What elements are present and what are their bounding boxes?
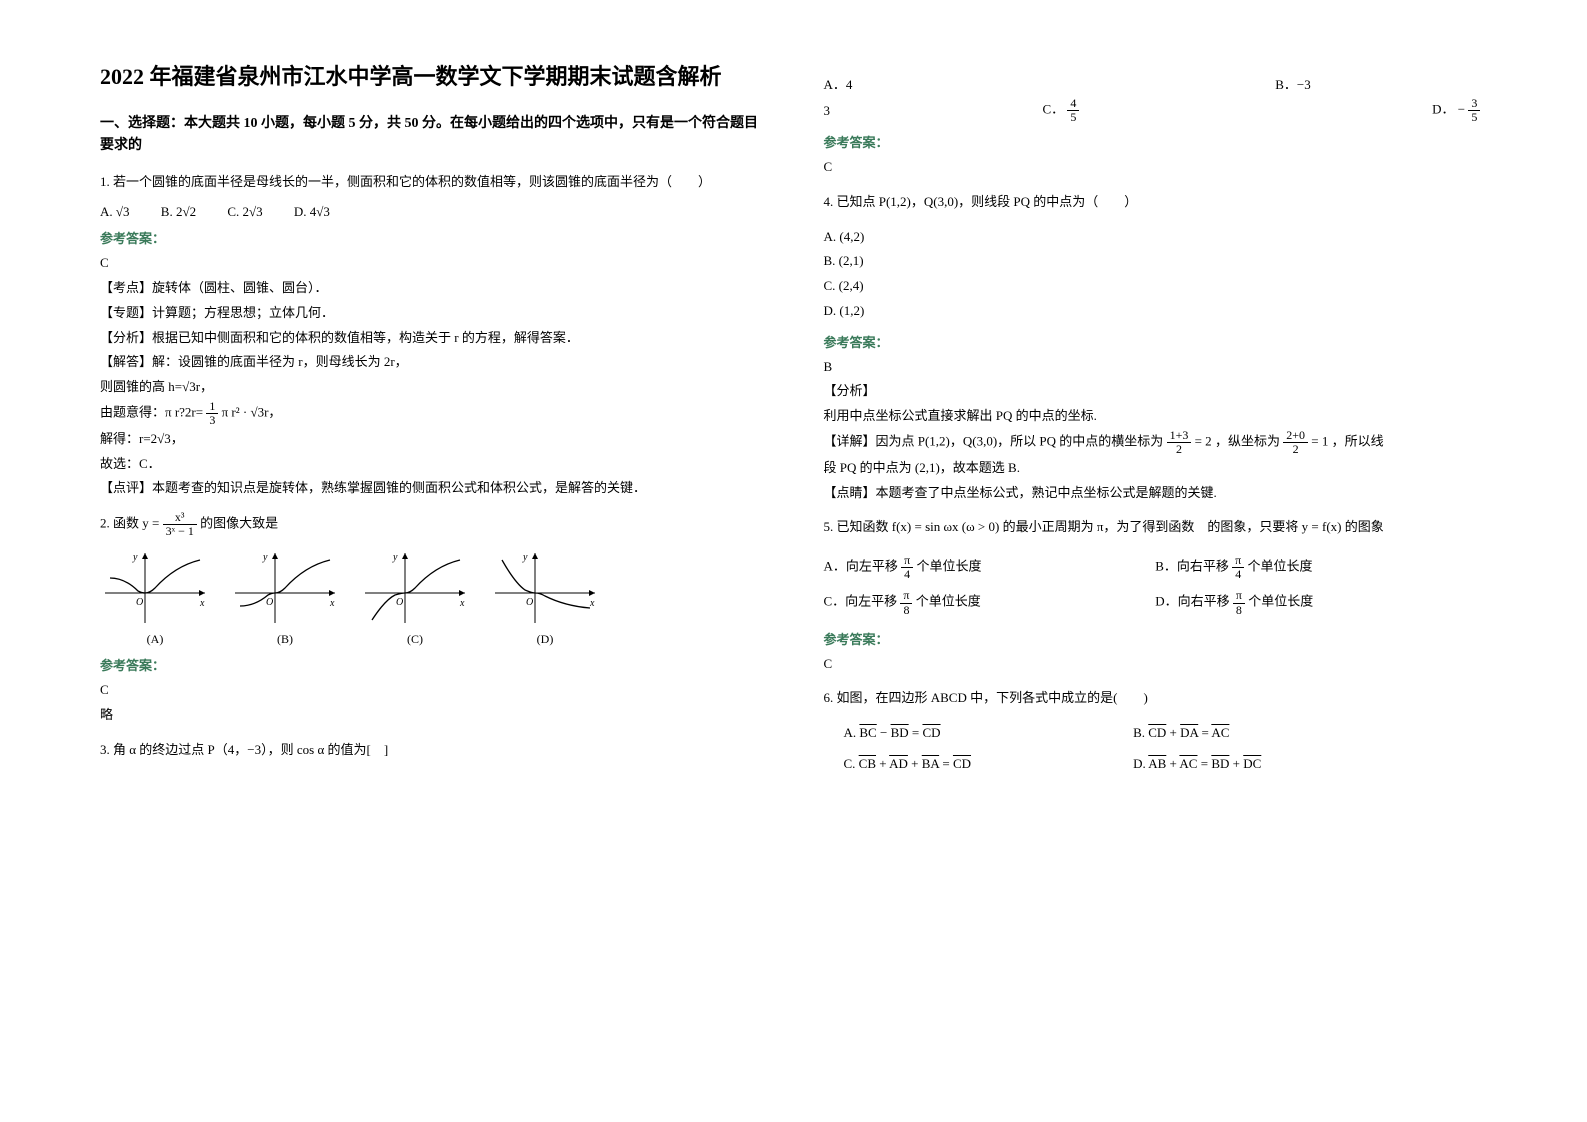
graph-a-svg: x y O	[100, 548, 210, 628]
q4-choices: A. (4,2) B. (2,1) C. (2,4) D. (1,2)	[824, 225, 1488, 324]
q2-sol: 略	[100, 703, 764, 728]
q3-choices-row2: 3 C． 45 D． − 35	[824, 97, 1488, 124]
q6-choices: A. BC − BD = CD B. CD + DA = AC C. CB + …	[824, 721, 1488, 776]
q4-sol-1: 【分析】	[824, 379, 1488, 404]
q1-sol-9: 【点评】本题考查的知识点是旋转体，熟练掌握圆锥的侧面积公式和体积公式，是解答的关…	[100, 476, 764, 501]
section-1-header: 一、选择题：本大题共 10 小题，每小题 5 分，共 50 分。在每小题给出的四…	[100, 113, 764, 158]
graph-d-label: (D)	[490, 632, 600, 647]
q4-frac-2: 2+02	[1283, 429, 1308, 456]
q1-sol-7: 解得：r=2√3，	[100, 427, 764, 452]
q2-answer-letter: C	[100, 678, 764, 703]
q1-choices: A. √3 B. 2√2 C. 2√3 D. 4√3	[100, 204, 764, 220]
q5-answer-label: 参考答案：	[824, 629, 1488, 648]
q3-choice-a: A．4	[824, 70, 1156, 97]
q1-text: 1. 若一个圆锥的底面半径是母线长的一半，侧面积和它的体积的数值相等，则该圆锥的…	[100, 170, 764, 195]
q1-choice-c: C. 2√3	[227, 204, 262, 220]
q1-sol-2: 【专题】计算题；方程思想；立体几何．	[100, 301, 764, 326]
q2-graphs: x y O (A) x y O (B)	[100, 548, 764, 647]
q1-answer: C 【考点】旋转体（圆柱、圆锥、圆台）． 【专题】计算题；方程思想；立体几何． …	[100, 251, 764, 501]
question-5: 5. 已知函数 f(x) = sin ωx (ω > 0) 的最小正周期为 π，…	[824, 515, 1488, 540]
q4-answer-letter: B	[824, 355, 1488, 380]
q1-sol-3: 【分析】根据已知中侧面积和它的体积的数值相等，构造关于 r 的方程，解得答案．	[100, 326, 764, 351]
svg-text:O: O	[266, 597, 273, 608]
svg-text:O: O	[136, 597, 143, 608]
q3-c-label: C．	[1042, 102, 1064, 117]
graph-c-svg: x y O	[360, 548, 470, 628]
q4-sol-5: 【点睛】本题考查了中点坐标公式，熟记中点坐标公式是解题的关键.	[824, 481, 1488, 506]
q6-choice-d: D. AB + AC = BD + DC	[1133, 752, 1261, 777]
graph-b-svg: x y O	[230, 548, 340, 628]
q4-choice-d: D. (1,2)	[824, 299, 1488, 324]
svg-text:x: x	[329, 598, 335, 609]
q4-sol-2: 利用中点坐标公式直接求解出 PQ 的中点的坐标.	[824, 404, 1488, 429]
q4-sol-3: 【详解】因为点 P(1,2)，Q(3,0)，所以 PQ 的中点的横坐标为 1+3…	[824, 429, 1488, 456]
q4-choice-b: B. (2,1)	[824, 249, 1488, 274]
svg-text:x: x	[459, 598, 465, 609]
q1-sol-6: 由题意得：π r?2r= 13 π r² · √3r，	[100, 400, 764, 427]
q6-choice-b: B. CD + DA = AC	[1133, 721, 1229, 746]
q5-choice-d: D．向右平移 π8 个单位长度	[1155, 585, 1487, 620]
graph-a: x y O (A)	[100, 548, 210, 647]
q4-answer-label: 参考答案：	[824, 332, 1488, 351]
q2-answer: C 略	[100, 678, 764, 727]
q6-choice-c: C. CB + AD + BA = CD	[844, 752, 1134, 777]
doc-title: 2022 年福建省泉州市江水中学高一数学文下学期期末试题含解析	[100, 60, 764, 93]
q1-answer-label: 参考答案：	[100, 228, 764, 247]
svg-text:y: y	[522, 552, 528, 563]
right-column: A．4 B．−3 3 C． 45 D． − 35 参考答案： C 4. 已知点 …	[824, 60, 1488, 777]
q1-sol-1: 【考点】旋转体（圆柱、圆锥、圆台）．	[100, 276, 764, 301]
q4-choice-a: A. (4,2)	[824, 225, 1488, 250]
svg-text:y: y	[262, 552, 268, 563]
q1-sol-8: 故选：C．	[100, 452, 764, 477]
q1-answer-letter: C	[100, 251, 764, 276]
q3-answer-letter: C	[824, 155, 1488, 180]
q1-choice-b: B. 2√2	[161, 204, 196, 220]
q2-answer-label: 参考答案：	[100, 655, 764, 674]
q4-frac-1: 1+32	[1167, 429, 1192, 456]
question-3: 3. 角 α 的终边过点 P（4，−3），则 cos α 的值为[ ]	[100, 738, 764, 763]
svg-text:y: y	[132, 552, 138, 563]
q5-choice-a: A．向左平移 π4 个单位长度	[824, 550, 1156, 585]
q2-fraction: x³3ˣ − 1	[163, 511, 197, 538]
q3-answer-label: 参考答案：	[824, 132, 1488, 151]
q4-answer: B 【分析】 利用中点坐标公式直接求解出 PQ 的中点的坐标. 【详解】因为点 …	[824, 355, 1488, 506]
q5-choice-c: C．向左平移 π8 个单位长度	[824, 585, 1156, 620]
svg-text:y: y	[392, 552, 398, 563]
q1-sol-5: 则圆锥的高 h=√3r，	[100, 375, 764, 400]
graph-c-label: (C)	[360, 632, 470, 647]
q5-answer-letter: C	[824, 652, 1488, 677]
graph-d-svg: x y O	[490, 548, 600, 628]
graph-b-label: (B)	[230, 632, 340, 647]
q5-choices: A．向左平移 π4 个单位长度 B．向右平移 π4 个单位长度 C．向左平移 π…	[824, 550, 1488, 621]
svg-text:x: x	[199, 598, 205, 609]
q1-choice-d: D. 4√3	[294, 204, 330, 220]
question-6: 6. 如图，在四边形 ABCD 中，下列各式中成立的是( )	[824, 686, 1488, 711]
q4-choice-c: C. (2,4)	[824, 274, 1488, 299]
q3-d-neg: −	[1458, 102, 1465, 117]
svg-text:O: O	[396, 597, 403, 608]
question-2: 2. 函数 y = x³3ˣ − 1 的图像大致是	[100, 511, 764, 538]
left-column: 2022 年福建省泉州市江水中学高一数学文下学期期末试题含解析 一、选择题：本大…	[100, 60, 764, 777]
q3-c-frac: 45	[1067, 97, 1079, 124]
question-1: 1. 若一个圆锥的底面半径是母线长的一半，侧面积和它的体积的数值相等，则该圆锥的…	[100, 170, 764, 195]
q5-choice-b: B．向右平移 π4 个单位长度	[1155, 550, 1487, 585]
graph-c: x y O (C)	[360, 548, 470, 647]
fraction-1-3: 13	[206, 400, 218, 427]
q3-choice-b: B．−3	[1155, 70, 1487, 97]
q3-d-frac: 35	[1468, 97, 1480, 124]
graph-d: x y O (D)	[490, 548, 600, 647]
q1-choice-a: A. √3	[100, 204, 130, 220]
q3-d-label: D．	[1432, 102, 1454, 117]
graph-b: x y O (B)	[230, 548, 340, 647]
q6-choice-a: A. BC − BD = CD	[844, 721, 1134, 746]
svg-text:O: O	[526, 597, 533, 608]
q4-sol-4: 段 PQ 的中点为 (2,1)，故本题选 B.	[824, 456, 1488, 481]
q1-sol-4: 【解答】解：设圆锥的底面半径为 r，则母线长为 2r，	[100, 350, 764, 375]
question-4: 4. 已知点 P(1,2)，Q(3,0)，则线段 PQ 的中点为（ ）	[824, 190, 1488, 215]
graph-a-label: (A)	[100, 632, 210, 647]
q3-choices: A．4 B．−3	[824, 70, 1488, 97]
